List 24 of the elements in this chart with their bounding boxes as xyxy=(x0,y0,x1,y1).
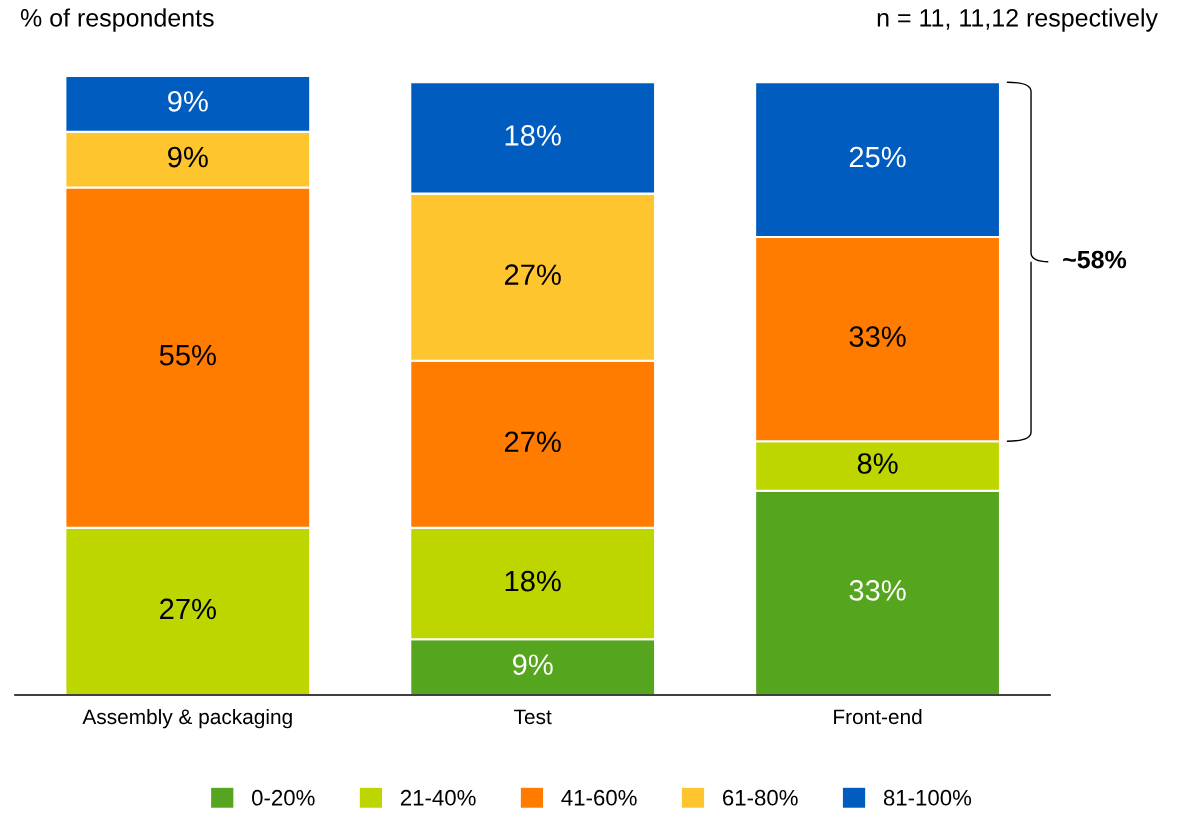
data-label: 33% xyxy=(849,326,906,347)
data-label: 9% xyxy=(512,654,553,675)
legend-label: 81-100% xyxy=(883,789,972,806)
x-tick-label: Test xyxy=(514,709,552,725)
data-label: 8% xyxy=(857,453,898,474)
text: ~58% xyxy=(1063,250,1127,269)
legend-label: 61-80% xyxy=(723,789,798,806)
data-label: 27% xyxy=(160,598,216,620)
data-label: 9% xyxy=(168,146,208,168)
data-label: 27% xyxy=(504,264,561,285)
data-label: 55% xyxy=(159,344,216,366)
y-axis-title: % of respondents xyxy=(20,8,214,32)
x-tick-label: Front-end xyxy=(834,708,922,725)
legend-label: 0-20% xyxy=(252,789,315,806)
legend-label: 21-40% xyxy=(400,789,476,806)
data-label: 27% xyxy=(504,431,561,453)
data-label: 18% xyxy=(505,125,561,146)
data-label: 18% xyxy=(505,570,561,592)
data-label: 25% xyxy=(849,146,906,168)
data-label: 9% xyxy=(168,91,208,112)
data-label: 33% xyxy=(849,580,906,601)
text: n = 11, 11,12 respectively xyxy=(877,8,1158,32)
legend-label: 41-60% xyxy=(561,789,637,806)
x-tick-label: Assembly & packaging xyxy=(82,708,292,729)
